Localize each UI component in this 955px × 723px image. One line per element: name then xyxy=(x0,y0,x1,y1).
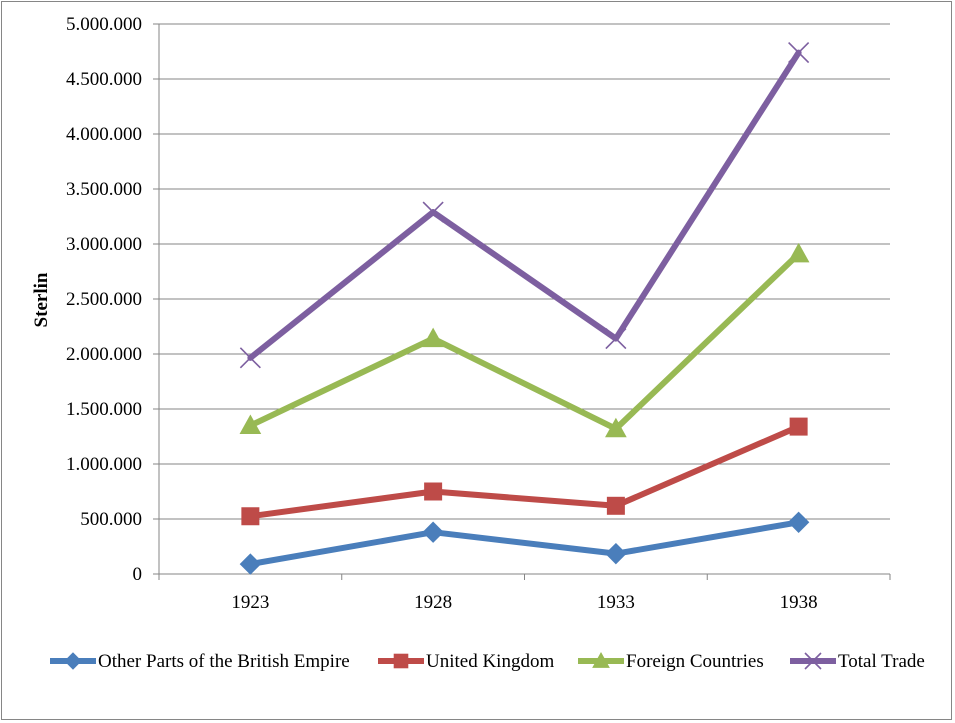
data-point-series-4 xyxy=(788,42,810,64)
data-point-series-3 xyxy=(422,327,444,348)
data-point-series-4 xyxy=(422,201,444,223)
series-line-1 xyxy=(247,519,802,568)
legend-item-4: Total Trade xyxy=(790,651,925,672)
data-point-series-1 xyxy=(605,542,627,565)
data-point-series-2 xyxy=(241,507,260,526)
series-line-2 xyxy=(247,423,802,520)
y-tick-label: 3.000.000 xyxy=(66,234,142,255)
y-tick-label: 4.000.000 xyxy=(66,124,142,145)
legend-item-2: United Kingdom xyxy=(378,651,554,672)
gridlines xyxy=(159,23,890,520)
legend-label: Foreign Countries xyxy=(626,651,764,672)
data-point-series-3 xyxy=(239,414,262,434)
y-tick-label: 5.000.000 xyxy=(66,14,142,35)
y-tick-label: 2.000.000 xyxy=(66,344,142,365)
series-markers xyxy=(239,42,810,575)
legend-swatch-marker xyxy=(393,653,409,669)
y-axis: 0 500.000 1.000.000 1.500.000 2.000.000 2.500… xyxy=(66,14,160,585)
x-axis: 1923 1928 1933 1938 xyxy=(158,573,891,613)
y-tick-label: 1.500.000 xyxy=(66,399,142,420)
legend-label: Other Parts of the British Empire xyxy=(98,651,350,672)
y-axis-title: Sterlin xyxy=(31,272,52,327)
data-point-series-3 xyxy=(787,242,810,263)
legend-label: United Kingdom xyxy=(426,651,554,672)
data-point-series-2 xyxy=(606,496,625,515)
y-tick-label: 1.000.000 xyxy=(66,454,142,475)
data-point-series-2 xyxy=(424,482,443,501)
y-tick-label: 2.500.000 xyxy=(66,289,142,310)
data-point-series-4 xyxy=(239,347,261,369)
legend-item-1: Other Parts of the British Empire xyxy=(50,651,350,672)
legend: Other Parts of the British Empire United … xyxy=(50,651,925,672)
legend-swatch-marker xyxy=(64,652,82,670)
legend-item-3: Foreign Countries xyxy=(578,651,764,672)
series-line-3 xyxy=(247,250,802,432)
y-tick-label: 0 xyxy=(133,564,143,585)
data-point-series-3 xyxy=(605,417,627,438)
x-tick-label: 1938 xyxy=(780,592,818,613)
legend-swatch-marker xyxy=(592,651,610,668)
legend-swatch-marker xyxy=(804,652,822,670)
data-point-series-2 xyxy=(789,417,808,436)
y-tick-label: 4.500.000 xyxy=(66,69,142,90)
series-lines xyxy=(247,49,802,568)
x-tick-label: 1923 xyxy=(231,592,269,613)
data-point-series-1 xyxy=(422,521,444,543)
x-tick-label: 1933 xyxy=(597,592,635,613)
legend-label: Total Trade xyxy=(838,651,925,672)
x-tick-label: 1928 xyxy=(414,592,452,613)
data-point-series-1 xyxy=(239,553,262,575)
data-point-series-4 xyxy=(605,328,627,350)
series-line-4 xyxy=(247,49,802,361)
y-tick-label: 500.000 xyxy=(80,509,142,530)
y-tick-label: 3.500.000 xyxy=(66,179,142,200)
data-point-series-1 xyxy=(787,511,810,534)
